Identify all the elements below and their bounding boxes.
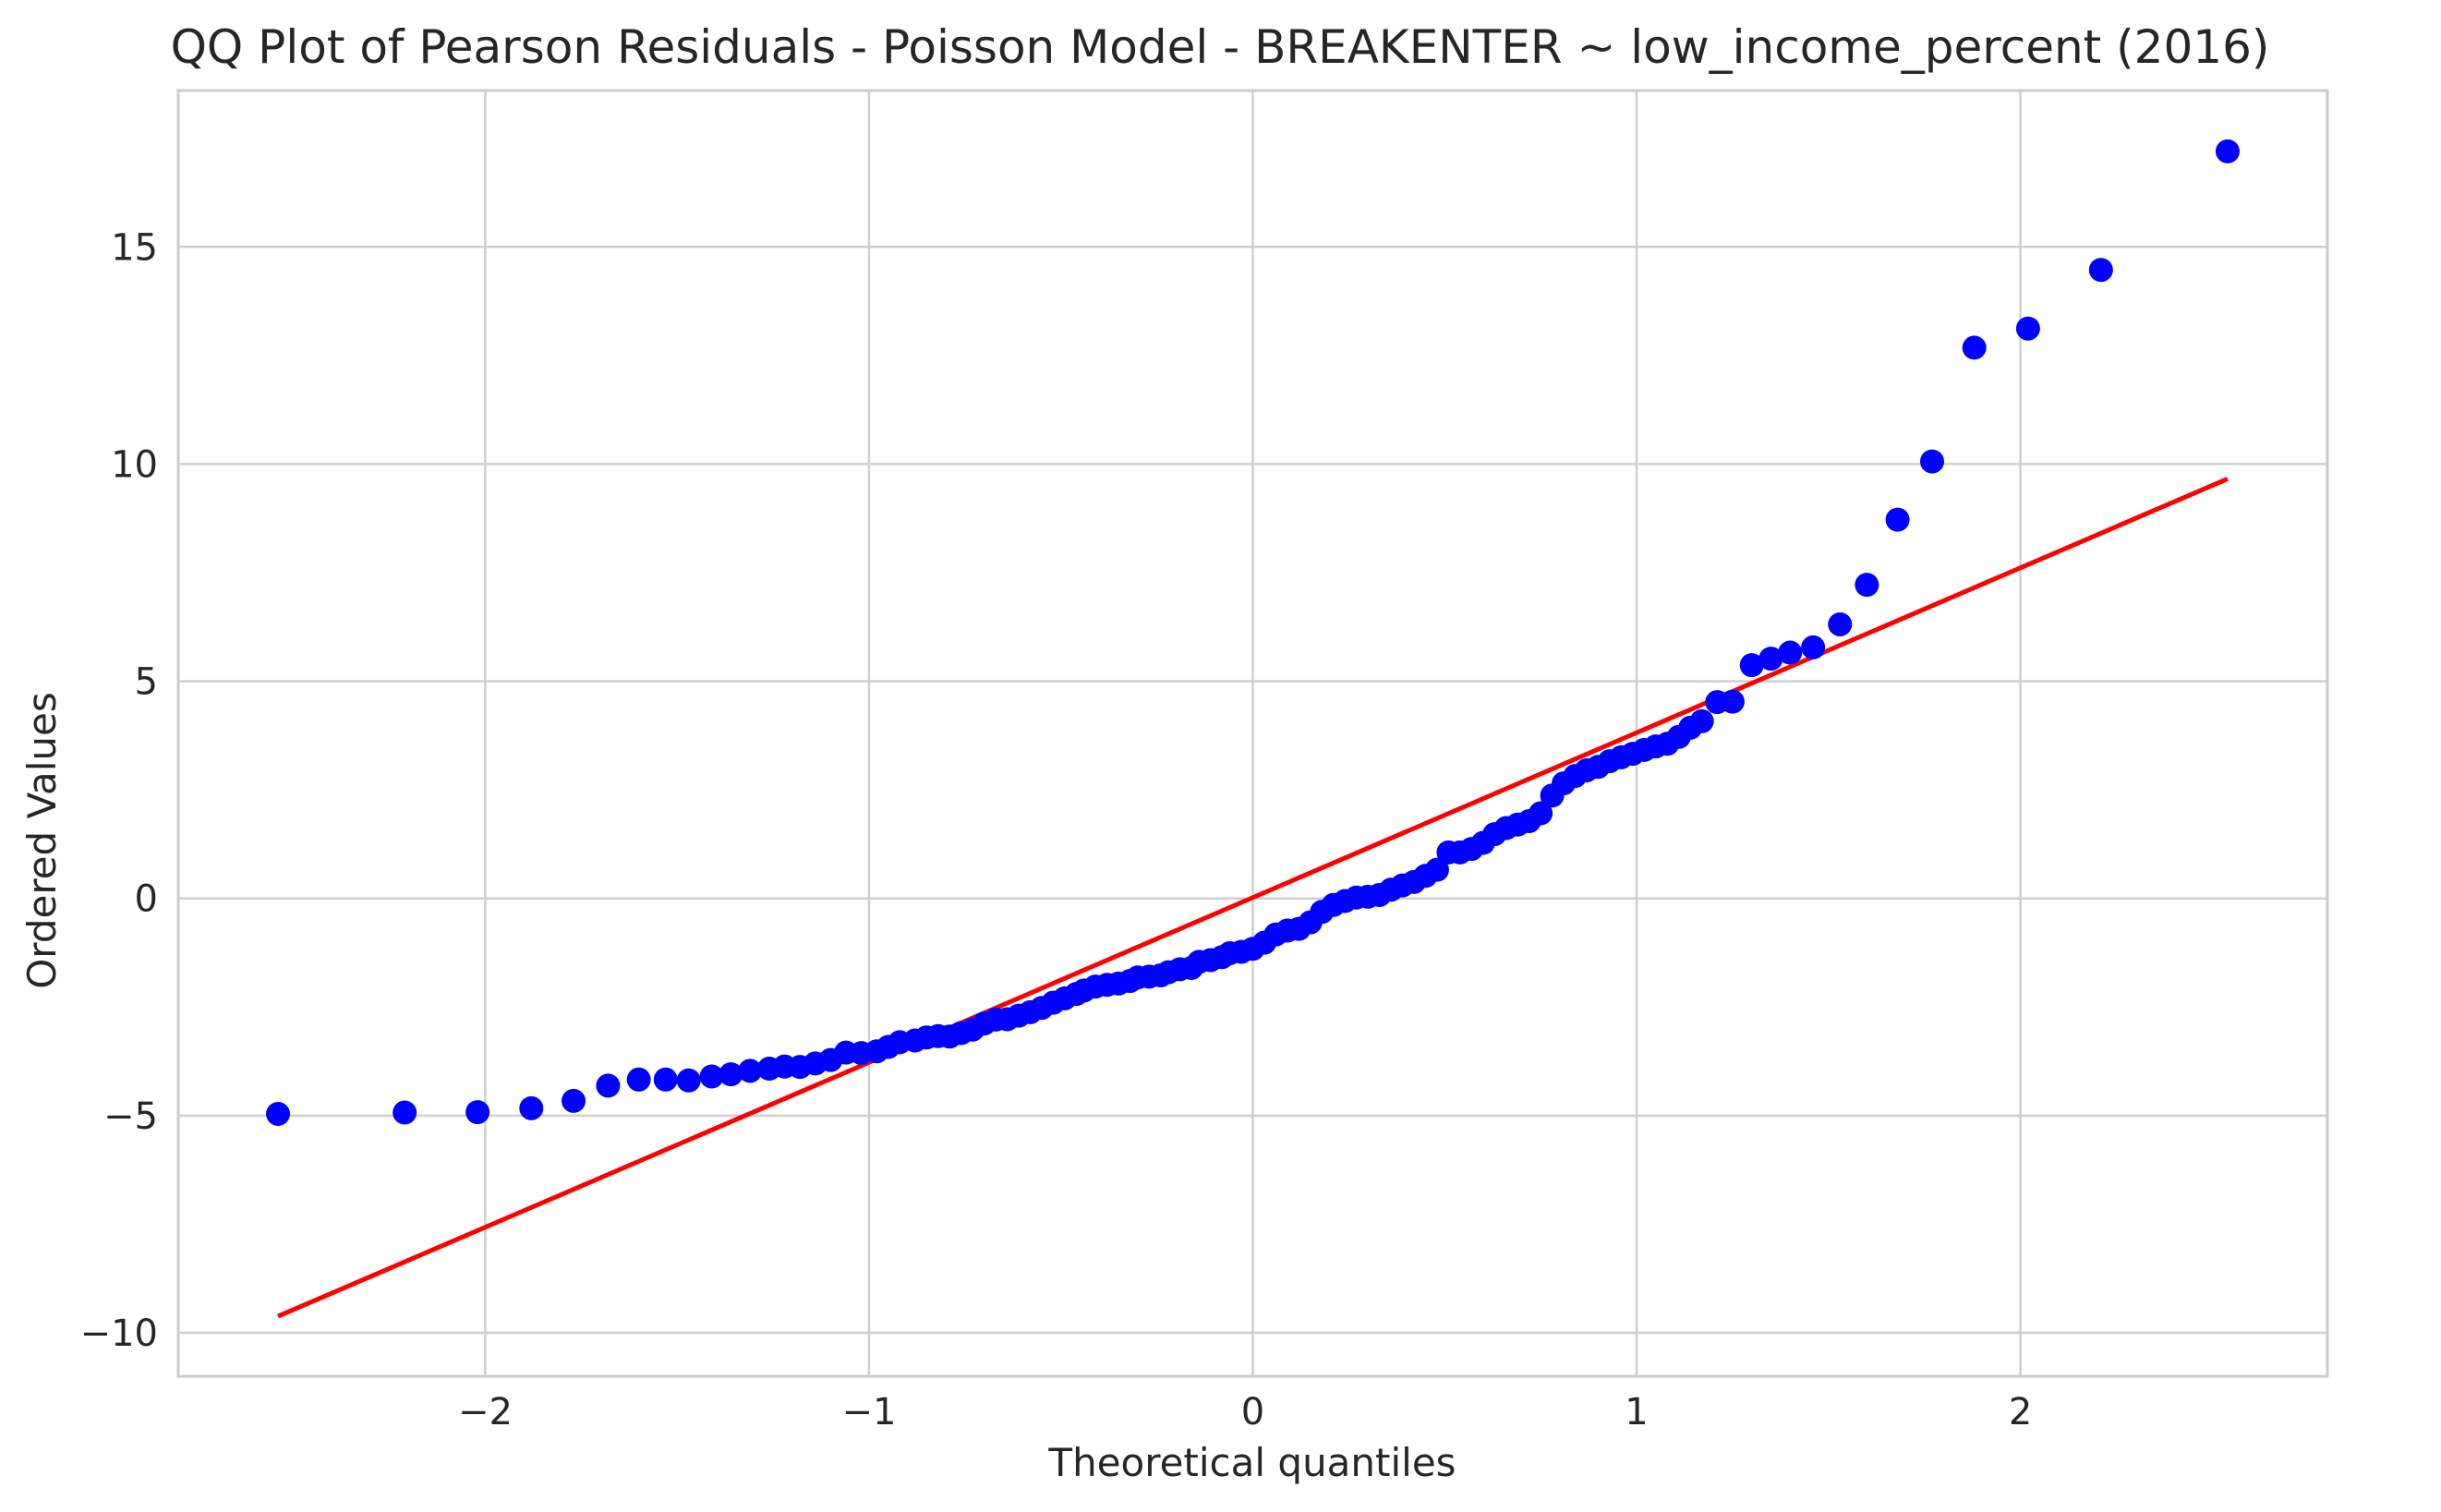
data-point — [1720, 689, 1745, 714]
data-point — [393, 1100, 417, 1125]
data-point — [738, 1058, 763, 1083]
data-point — [1885, 507, 1910, 532]
y-axis-label: Ordered Values — [19, 692, 65, 989]
data-point — [676, 1068, 701, 1093]
data-point — [1855, 573, 1879, 598]
data-point — [2015, 316, 2040, 341]
y-tick-label: 5 — [135, 661, 158, 704]
data-point — [2215, 139, 2240, 163]
data-point — [465, 1100, 490, 1125]
grid-lines — [178, 91, 2327, 1376]
data-point — [2088, 258, 2113, 283]
data-point — [562, 1088, 586, 1113]
chart-title: QQ Plot of Pearson Residuals - Poisson M… — [171, 20, 2270, 74]
data-point — [1739, 653, 1764, 678]
data-point — [1529, 801, 1553, 826]
y-tick-label: −5 — [103, 1095, 158, 1138]
data-point — [1801, 635, 1826, 659]
data-point — [699, 1064, 724, 1089]
data-point — [626, 1067, 651, 1092]
data-point — [1919, 449, 1944, 474]
data-point — [653, 1067, 678, 1092]
data-point — [1758, 647, 1783, 671]
y-tick-label: 0 — [135, 878, 158, 921]
data-point — [266, 1101, 291, 1126]
data-point — [1424, 857, 1449, 882]
fit-line — [277, 477, 2229, 1319]
plot-area-frame — [176, 89, 2329, 1378]
data-point — [519, 1095, 544, 1120]
data-point — [1962, 335, 1987, 360]
x-tick-label: −1 — [841, 1391, 896, 1433]
x-tick-label: 0 — [1241, 1391, 1264, 1433]
x-tick-label: −2 — [458, 1391, 513, 1433]
data-points-layer — [266, 139, 2240, 1126]
y-tick-label: −10 — [80, 1312, 158, 1355]
data-point — [596, 1073, 621, 1098]
data-point — [1689, 708, 1714, 733]
x-tick-label: 1 — [1625, 1391, 1648, 1433]
y-tick-label: 15 — [111, 226, 158, 269]
x-tick-label: 2 — [2009, 1391, 2032, 1433]
data-point — [1778, 640, 1803, 665]
y-tick-label: 10 — [111, 443, 158, 486]
data-point — [1828, 611, 1853, 636]
data-point — [719, 1062, 743, 1087]
fit-line-layer — [277, 477, 2229, 1319]
x-axis-label: Theoretical quantiles — [1047, 1440, 1456, 1485]
